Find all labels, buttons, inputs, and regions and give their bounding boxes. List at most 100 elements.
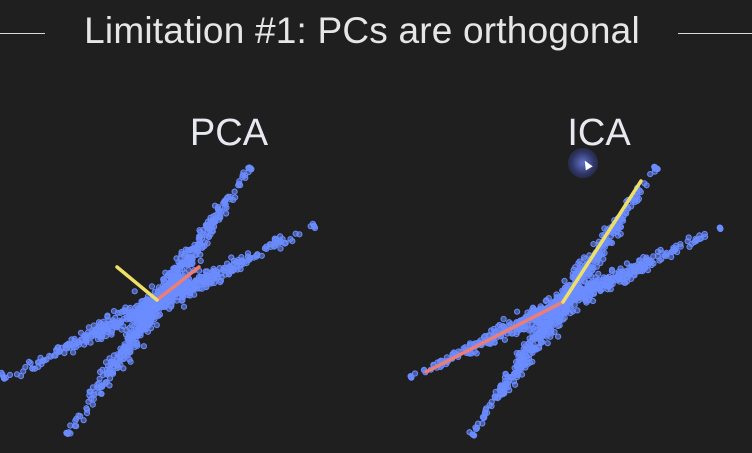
scatter-point	[205, 234, 212, 241]
scatter-point	[120, 315, 127, 322]
scatter-point	[562, 286, 569, 293]
scatter-point	[576, 284, 584, 291]
scatter-point	[536, 334, 543, 341]
scatter-point	[686, 243, 693, 250]
scatter-point	[516, 356, 523, 364]
scatter-point	[107, 375, 114, 382]
scatter-point	[108, 358, 115, 365]
scatter-point	[488, 398, 495, 405]
scatter-point	[657, 246, 664, 253]
scatter-point	[271, 237, 278, 244]
scatter-point	[126, 356, 133, 363]
scatter-point	[589, 297, 597, 305]
scatter-point	[580, 254, 588, 261]
scatter-point	[86, 388, 93, 395]
scatter-point	[73, 423, 80, 430]
scatter-point	[196, 237, 203, 244]
scatter-point	[102, 379, 109, 386]
scatter-point	[214, 206, 222, 213]
scatter-point	[530, 345, 538, 352]
scatter-point	[411, 370, 419, 377]
scatter-point	[277, 233, 284, 240]
scatter-point	[106, 382, 113, 389]
scatter-point	[182, 246, 189, 253]
scatter-point	[628, 275, 635, 282]
scatter-point	[555, 318, 562, 325]
scatter-point	[491, 393, 498, 400]
scatter-point	[206, 279, 213, 286]
scatter-point	[134, 321, 141, 328]
scatter-point	[501, 390, 508, 397]
scatter-point	[89, 401, 96, 408]
scatter-point	[512, 381, 519, 388]
scatter-point	[168, 275, 175, 282]
scatter-point	[67, 422, 74, 429]
scatter-point	[224, 260, 231, 267]
cursor-highlight	[568, 148, 598, 178]
scatter-point	[636, 257, 643, 264]
scatter-point	[600, 255, 607, 263]
scatter-point	[82, 337, 89, 344]
scatter-point	[197, 257, 204, 264]
scatter-point	[140, 343, 147, 350]
scatter-point	[263, 245, 270, 252]
scatter-point	[615, 225, 622, 232]
scatter-point	[544, 340, 551, 347]
scatter-point	[93, 331, 100, 339]
scatter-point	[479, 420, 486, 427]
scatter-point	[122, 307, 129, 315]
scatter-point	[557, 313, 564, 320]
scatter-point	[202, 268, 209, 275]
scatter-point	[70, 349, 77, 356]
scatter-point	[588, 273, 595, 280]
scatter-point	[245, 169, 252, 176]
scatter-point	[701, 230, 708, 238]
scatter-point	[68, 336, 75, 343]
scatter-point	[129, 339, 136, 346]
scatter-point	[471, 348, 478, 355]
scatter-point	[99, 372, 107, 379]
scatter-point	[520, 350, 527, 357]
scatter-point	[629, 263, 636, 270]
scatter-point	[277, 245, 284, 252]
scatter-point	[590, 241, 597, 248]
scatter-point	[501, 336, 508, 343]
scatter-point	[663, 252, 670, 260]
scatter-point	[500, 315, 507, 323]
scatter-point	[535, 343, 543, 350]
scatter-point	[47, 353, 55, 360]
scatter-point	[13, 371, 21, 378]
scatter-point	[606, 282, 613, 289]
scatter-point	[84, 406, 91, 413]
scatter-point	[570, 266, 577, 273]
scatter-point	[239, 259, 246, 266]
scatter-point	[525, 340, 532, 347]
scatter-point	[221, 267, 228, 274]
slide-title: Limitation #1: PCs are orthogonal	[84, 10, 640, 51]
scatter-point	[528, 307, 535, 314]
scatter-point	[622, 279, 629, 286]
scatter-point	[138, 326, 145, 333]
scatter-point	[584, 283, 591, 290]
scatter-point	[0, 375, 8, 382]
scatter-point	[616, 268, 623, 275]
scatter-point	[63, 429, 70, 437]
scatter-point	[650, 253, 657, 260]
scatter-point	[182, 288, 189, 295]
scatter-point	[519, 362, 526, 369]
scatter-point	[582, 289, 589, 296]
scatter-point	[292, 230, 299, 237]
scatter-point	[227, 193, 234, 200]
scatter-point	[89, 384, 97, 391]
scatter-point	[528, 321, 535, 328]
scatter-point	[156, 311, 163, 318]
scatter-point	[563, 302, 571, 309]
scatter-point	[88, 332, 95, 339]
pca-component-1-line	[155, 265, 201, 302]
scatter-point	[307, 223, 314, 230]
scatter-point	[588, 267, 595, 274]
scatter-point	[514, 308, 521, 315]
scatter-point	[67, 344, 74, 351]
scatter-point	[282, 239, 289, 247]
